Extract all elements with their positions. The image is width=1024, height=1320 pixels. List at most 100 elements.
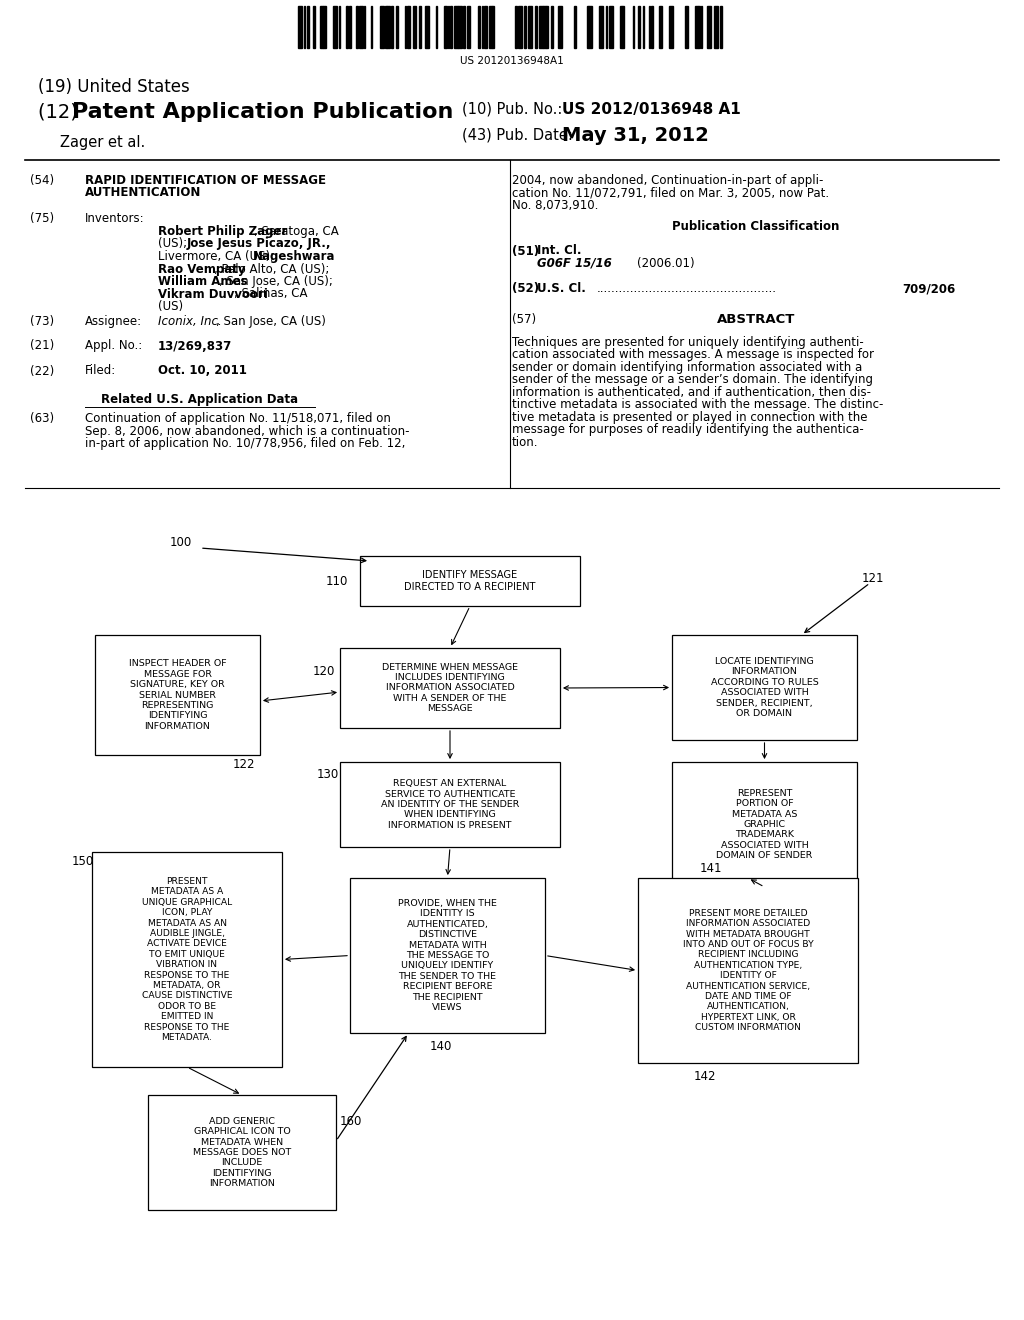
- Text: tinctive metadata is associated with the message. The distinc-: tinctive metadata is associated with the…: [512, 399, 884, 412]
- Text: (51): (51): [512, 244, 539, 257]
- Bar: [543, 7, 546, 48]
- Bar: [385, 7, 387, 48]
- Bar: [492, 7, 494, 48]
- Text: sender or domain identifying information associated with a: sender or domain identifying information…: [512, 360, 862, 374]
- Bar: [463, 7, 465, 48]
- Bar: [396, 7, 398, 48]
- Text: 150: 150: [72, 855, 94, 869]
- Text: Filed:: Filed:: [85, 364, 117, 378]
- FancyBboxPatch shape: [638, 878, 858, 1063]
- Text: (2006.01): (2006.01): [637, 257, 694, 271]
- Bar: [620, 7, 622, 48]
- Text: ADD GENERIC
GRAPHICAL ICON TO
METADATA WHEN
MESSAGE DOES NOT
INCLUDE
IDENTIFYING: ADD GENERIC GRAPHICAL ICON TO METADATA W…: [193, 1117, 291, 1188]
- Text: 121: 121: [862, 572, 885, 585]
- Text: U.S. Cl.: U.S. Cl.: [537, 282, 586, 294]
- Text: , Saratoga, CA: , Saratoga, CA: [254, 224, 339, 238]
- Text: Publication Classification: Publication Classification: [673, 219, 840, 232]
- Text: cation associated with messages. A message is inspected for: cation associated with messages. A messa…: [512, 348, 874, 362]
- Bar: [478, 7, 480, 48]
- Text: (43) Pub. Date:: (43) Pub. Date:: [462, 128, 572, 143]
- Text: , Salinas, CA: , Salinas, CA: [233, 288, 307, 301]
- Text: ABSTRACT: ABSTRACT: [717, 313, 796, 326]
- Bar: [551, 7, 553, 48]
- Text: (52): (52): [512, 282, 539, 294]
- Text: Nageshwara: Nageshwara: [252, 249, 335, 263]
- Text: 122: 122: [233, 758, 256, 771]
- FancyBboxPatch shape: [92, 851, 282, 1067]
- Text: DETERMINE WHEN MESSAGE
INCLUDES IDENTIFYING
INFORMATION ASSOCIATED
WITH A SENDER: DETERMINE WHEN MESSAGE INCLUDES IDENTIFY…: [382, 663, 518, 713]
- Bar: [546, 7, 548, 48]
- Text: (73): (73): [30, 314, 54, 327]
- Bar: [319, 7, 323, 48]
- Text: Robert Philip Zager: Robert Philip Zager: [158, 224, 288, 238]
- Text: (22): (22): [30, 364, 54, 378]
- FancyBboxPatch shape: [672, 635, 857, 741]
- Text: sender of the message or a sender’s domain. The identifying: sender of the message or a sender’s doma…: [512, 374, 873, 387]
- Bar: [413, 7, 416, 48]
- Bar: [467, 7, 470, 48]
- Bar: [669, 7, 673, 48]
- Bar: [685, 7, 688, 48]
- Bar: [489, 7, 492, 48]
- Text: 100: 100: [170, 536, 193, 549]
- Text: Iconix, Inc.: Iconix, Inc.: [158, 314, 222, 327]
- FancyBboxPatch shape: [360, 556, 580, 606]
- Text: (US);: (US);: [158, 238, 190, 251]
- Text: US 20120136948A1: US 20120136948A1: [460, 55, 564, 66]
- Text: Assignee:: Assignee:: [85, 314, 142, 327]
- Bar: [454, 7, 458, 48]
- Bar: [349, 7, 351, 48]
- Bar: [651, 7, 653, 48]
- Bar: [387, 7, 390, 48]
- Text: tive metadata is presented or played in connection with the: tive metadata is presented or played in …: [512, 411, 867, 424]
- Text: William Ames: William Ames: [158, 275, 248, 288]
- Text: , San Jose, CA (US): , San Jose, CA (US): [216, 314, 326, 327]
- Text: (12): (12): [38, 102, 84, 121]
- Bar: [298, 7, 302, 48]
- Text: 141: 141: [700, 862, 723, 875]
- Bar: [659, 7, 662, 48]
- Bar: [391, 7, 393, 48]
- Bar: [589, 7, 592, 48]
- Text: Inventors:: Inventors:: [85, 213, 144, 224]
- Bar: [528, 7, 532, 48]
- Text: (75): (75): [30, 213, 54, 224]
- Text: LOCATE IDENTIFYING
INFORMATION
ACCORDING TO RULES
ASSOCIATED WITH
SENDER, RECIPI: LOCATE IDENTIFYING INFORMATION ACCORDING…: [711, 657, 818, 718]
- Text: Related U.S. Application Data: Related U.S. Application Data: [101, 393, 299, 407]
- FancyBboxPatch shape: [340, 762, 560, 847]
- Text: PRESENT
METADATA AS A
UNIQUE GRAPHICAL
ICON, PLAY
METADATA AS AN
AUDIBLE JINGLE,: PRESENT METADATA AS A UNIQUE GRAPHICAL I…: [141, 876, 232, 1041]
- Bar: [622, 7, 624, 48]
- Bar: [323, 7, 326, 48]
- Bar: [518, 7, 522, 48]
- Bar: [419, 7, 421, 48]
- Text: 709/206: 709/206: [902, 282, 955, 294]
- Text: 142: 142: [694, 1071, 717, 1082]
- Text: US 2012/0136948 A1: US 2012/0136948 A1: [562, 102, 740, 117]
- Text: Zager et al.: Zager et al.: [60, 135, 145, 150]
- Text: Livermore, CA (US);: Livermore, CA (US);: [158, 249, 278, 263]
- Bar: [359, 7, 362, 48]
- Text: PRESENT MORE DETAILED
INFORMATION ASSOCIATED
WITH METADATA BROUGHT
INTO AND OUT : PRESENT MORE DETAILED INFORMATION ASSOCI…: [683, 908, 813, 1032]
- Bar: [698, 7, 700, 48]
- Text: G06F 15/16: G06F 15/16: [537, 257, 611, 271]
- Text: Appl. No.:: Appl. No.:: [85, 339, 142, 352]
- Text: 140: 140: [430, 1040, 453, 1053]
- Text: (US): (US): [158, 300, 183, 313]
- Text: IDENTIFY MESSAGE
DIRECTED TO A RECIPIENT: IDENTIFY MESSAGE DIRECTED TO A RECIPIENT: [404, 570, 536, 591]
- Text: REPRESENT
PORTION OF
METADATA AS
GRAPHIC
TRADEMARK
ASSOCIATED WITH
DOMAIN OF SEN: REPRESENT PORTION OF METADATA AS GRAPHIC…: [717, 789, 813, 861]
- Bar: [313, 7, 315, 48]
- Text: in-part of application No. 10/778,956, filed on Feb. 12,: in-part of application No. 10/778,956, f…: [85, 437, 406, 450]
- Bar: [707, 7, 711, 48]
- Bar: [425, 7, 429, 48]
- Text: (21): (21): [30, 339, 54, 352]
- Text: REQUEST AN EXTERNAL
SERVICE TO AUTHENTICATE
AN IDENTITY OF THE SENDER
WHEN IDENT: REQUEST AN EXTERNAL SERVICE TO AUTHENTIC…: [381, 779, 519, 830]
- Bar: [346, 7, 348, 48]
- Text: Sep. 8, 2006, now abandoned, which is a continuation-: Sep. 8, 2006, now abandoned, which is a …: [85, 425, 410, 437]
- Text: 110: 110: [326, 576, 348, 587]
- Text: May 31, 2012: May 31, 2012: [562, 125, 709, 145]
- Text: (10) Pub. No.:: (10) Pub. No.:: [462, 102, 562, 117]
- Text: AUTHENTICATION: AUTHENTICATION: [85, 186, 202, 199]
- Text: , San Jose, CA (US);: , San Jose, CA (US);: [218, 275, 333, 288]
- FancyBboxPatch shape: [95, 635, 260, 755]
- Text: 160: 160: [340, 1115, 362, 1129]
